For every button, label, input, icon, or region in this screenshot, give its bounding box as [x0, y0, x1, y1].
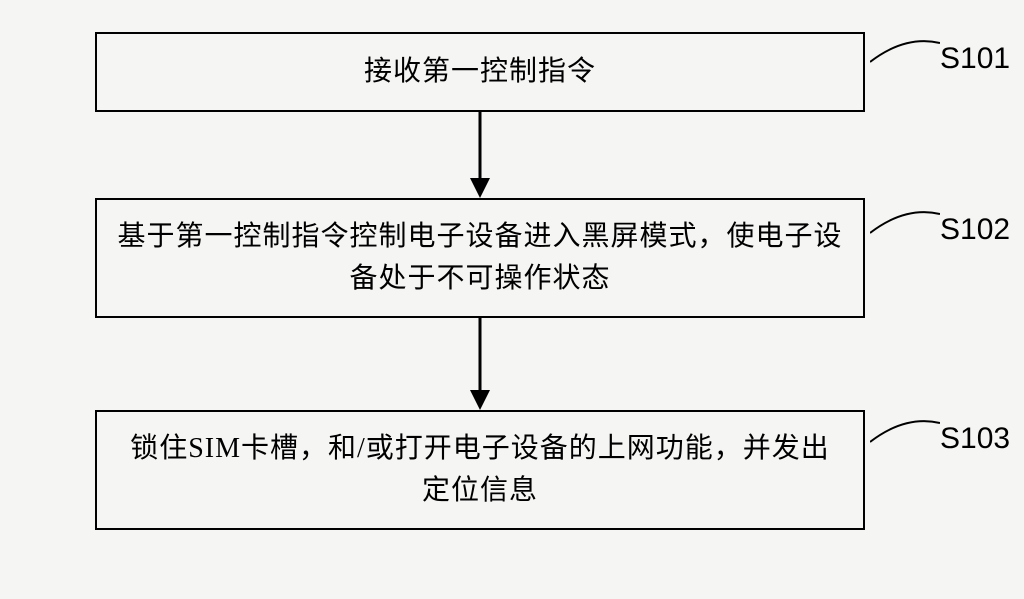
flowchart-arrow-2	[466, 318, 494, 410]
flowchart-arrow-1	[466, 112, 494, 198]
flowchart-node-s101: 接收第一控制指令	[95, 32, 865, 112]
node-text: 接收第一控制指令	[364, 51, 596, 93]
flowchart-node-s102: 基于第一控制指令控制电子设备进入黑屏模式，使电子设备处于不可操作状态	[95, 198, 865, 318]
label-connector-s102	[870, 206, 940, 243]
step-label-s101: S101	[940, 42, 1010, 76]
flowchart-container: 接收第一控制指令 S101 基于第一控制指令控制电子设备进入黑屏模式，使电子设备…	[0, 0, 1024, 599]
step-label-s103: S103	[940, 422, 1010, 456]
label-connector-s101	[870, 35, 940, 72]
flowchart-node-s103: 锁住SIM卡槽，和/或打开电子设备的上网功能，并发出定位信息	[95, 410, 865, 530]
label-connector-s103	[870, 415, 940, 452]
node-text: 基于第一控制指令控制电子设备进入黑屏模式，使电子设备处于不可操作状态	[117, 216, 843, 300]
step-label-s102: S102	[940, 213, 1010, 247]
node-text: 锁住SIM卡槽，和/或打开电子设备的上网功能，并发出定位信息	[117, 428, 843, 512]
